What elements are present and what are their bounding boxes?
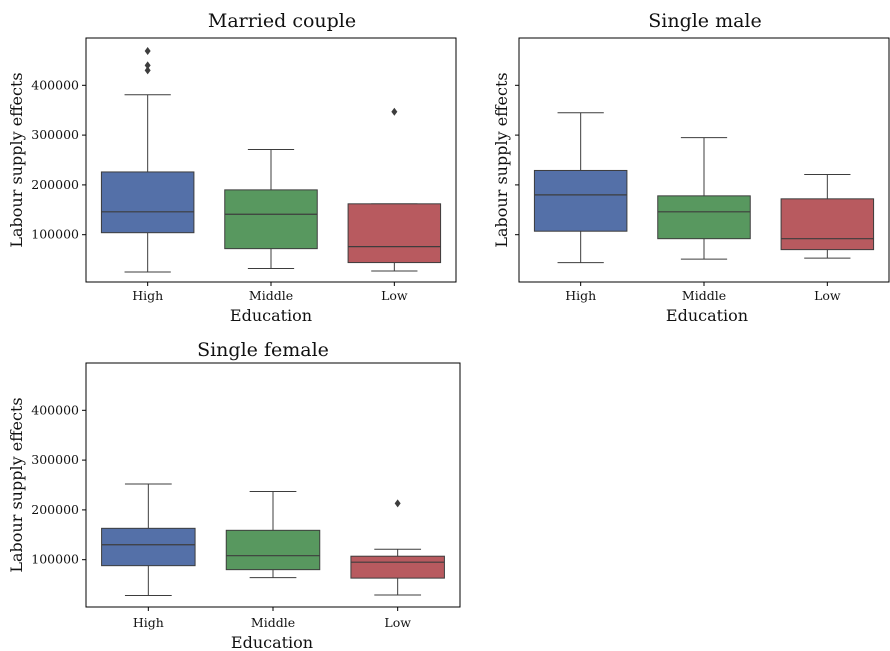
outlier-point xyxy=(391,107,398,116)
y-tick-label: 400000 xyxy=(31,77,79,92)
x-axis-ticks: High Middle Low xyxy=(565,282,841,303)
y-tick-label: 300000 xyxy=(31,452,79,467)
y-axis-ticks: 100000 200000 300000 400000 xyxy=(31,77,86,242)
outlier-point xyxy=(394,499,401,508)
y-axis-ticks: 100000 200000 300000 400000 xyxy=(31,402,86,567)
iqr-box xyxy=(350,555,445,579)
box-series xyxy=(100,46,442,273)
y-tick-label: 400000 xyxy=(31,402,79,417)
box-series xyxy=(101,483,445,597)
box-high xyxy=(533,112,628,264)
x-axis-ticks: High Middle Low xyxy=(132,282,408,303)
y-tick-label: 100000 xyxy=(31,552,79,567)
subplot-title: Married couple xyxy=(208,10,356,32)
subplot-title: Single male xyxy=(648,10,762,32)
box-high xyxy=(100,46,195,273)
subplot-single-female: Single female 100000 200000 300000 400000 H… xyxy=(7,339,461,651)
box-low xyxy=(780,173,875,259)
y-axis-ticks xyxy=(515,84,519,236)
iqr-box xyxy=(224,189,318,250)
y-tick-label: 200000 xyxy=(31,502,79,517)
x-axis-label: Education xyxy=(230,306,312,325)
iqr-box xyxy=(533,169,628,232)
x-tick-label: Low xyxy=(381,288,408,303)
x-tick-label: Low xyxy=(384,615,411,630)
iqr-box xyxy=(347,203,442,264)
box-middle xyxy=(224,149,318,270)
y-axis-label: Labour supply effects xyxy=(7,72,26,247)
y-tick-label: 300000 xyxy=(31,127,79,142)
x-tick-label: Low xyxy=(814,288,841,303)
iqr-box xyxy=(780,198,875,251)
y-axis-label: Labour supply effects xyxy=(492,72,511,247)
x-axis-ticks: High Middle Low xyxy=(133,607,411,630)
x-tick-label: Middle xyxy=(682,288,726,303)
box-low xyxy=(350,499,445,596)
subplot-single-male: Single male High Middle Low Education Labo… xyxy=(492,10,890,325)
box-series xyxy=(533,112,875,264)
x-tick-label: Middle xyxy=(251,615,295,630)
x-tick-label: High xyxy=(565,288,596,303)
box-low xyxy=(347,107,442,272)
y-axis-label: Labour supply effects xyxy=(7,397,26,572)
x-axis-label: Education xyxy=(231,633,313,651)
subplot-married-couple: Married couple 100000200000300000400000 … xyxy=(7,10,457,325)
x-tick-label: High xyxy=(132,288,163,303)
iqr-box xyxy=(225,529,321,571)
box-middle xyxy=(225,490,321,579)
subplot-title: Single female xyxy=(197,339,329,361)
box-middle xyxy=(657,137,751,260)
x-axis-label: Education xyxy=(666,306,748,325)
x-tick-label: High xyxy=(133,615,164,630)
iqr-box xyxy=(101,527,196,567)
outlier-point xyxy=(144,46,151,55)
box-high xyxy=(101,483,196,597)
outlier-point xyxy=(144,61,151,70)
y-tick-label: 100000 xyxy=(31,227,79,242)
y-tick-label: 200000 xyxy=(31,177,79,192)
iqr-box xyxy=(657,195,751,240)
iqr-box xyxy=(100,171,195,234)
outlier-point xyxy=(144,66,151,75)
x-tick-label: Middle xyxy=(249,288,293,303)
